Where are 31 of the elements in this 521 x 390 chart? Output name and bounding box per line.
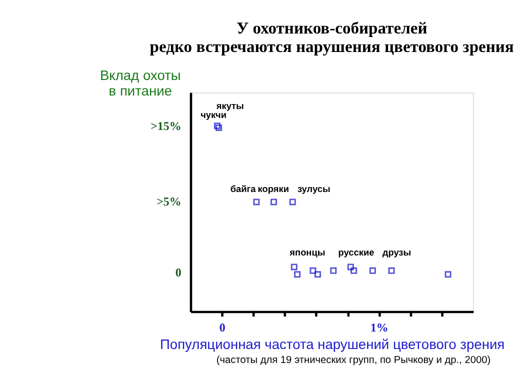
annotation: коряки (258, 184, 290, 194)
annotation: друзы (382, 247, 412, 258)
point (347, 264, 354, 270)
text: (частоты для 19 этнических групп, по Рычкову и др., 2000) (216, 355, 491, 366)
point (350, 267, 358, 274)
point (388, 267, 395, 274)
point (369, 267, 376, 274)
point (330, 267, 337, 274)
point (270, 198, 278, 206)
point (294, 271, 301, 278)
point (253, 198, 260, 206)
annotation: японцы (290, 247, 326, 258)
x-axis-title: Популяционная частота нарушений цветового зрения (160, 336, 505, 352)
text: якуты (216, 100, 244, 111)
text: чукчи (200, 110, 227, 120)
text: >5% (156, 194, 182, 209)
chart-title: У охотников-собирателей редко встречаются нарушения цветового зрения (150, 18, 514, 56)
point (289, 198, 296, 206)
y-axis-title: Вклад охоты в питание (100, 68, 181, 99)
point (290, 264, 298, 270)
point (314, 271, 321, 278)
text: 0 (175, 266, 182, 280)
point (444, 271, 452, 278)
point (214, 122, 220, 130)
annotation: байга (230, 184, 257, 194)
annotation: русские (338, 247, 374, 258)
point (310, 267, 316, 274)
text: >15% (150, 119, 182, 134)
annotation: зулусы (297, 184, 330, 194)
x-tick-label: 1% (370, 320, 388, 334)
point (216, 124, 222, 131)
